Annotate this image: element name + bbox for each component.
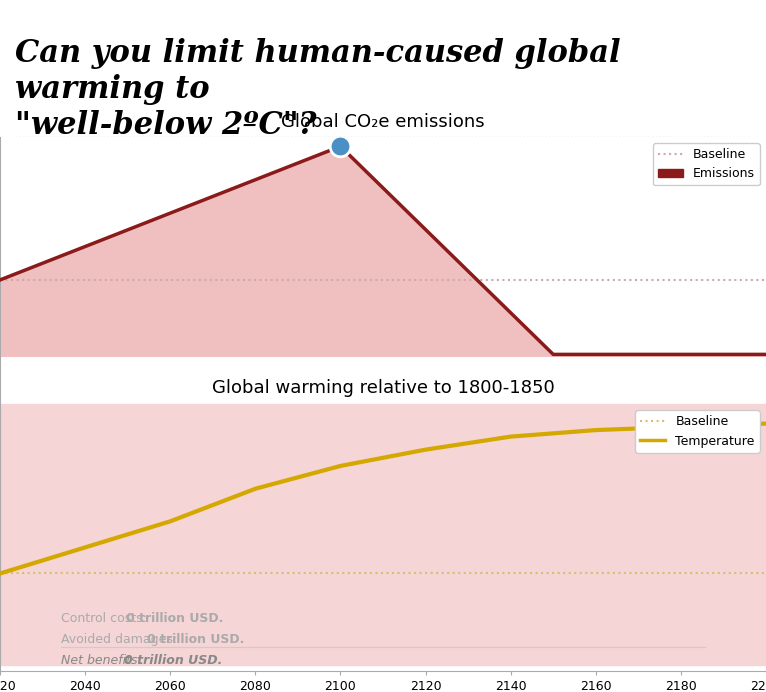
Text: 0 trillion USD.: 0 trillion USD.: [124, 654, 222, 667]
Text: Can you limit human-caused global warming to
"well-below 2ºC"?: Can you limit human-caused global warmin…: [15, 38, 621, 140]
Title: Global warming relative to 1800-1850: Global warming relative to 1800-1850: [211, 379, 555, 397]
Text: 0 trillion USD.: 0 trillion USD.: [147, 633, 244, 646]
Point: [334, 140, 346, 152]
Text: Global CO₂e emissions: Global CO₂e emissions: [281, 113, 485, 131]
Text: Control costs:: Control costs:: [61, 612, 151, 626]
Legend: Baseline, Temperature: Baseline, Temperature: [635, 410, 760, 453]
Legend: Baseline, Emissions: Baseline, Emissions: [653, 143, 760, 185]
Text: Avoided damages:: Avoided damages:: [61, 633, 182, 646]
Text: Net benefits:: Net benefits:: [61, 654, 146, 667]
Text: 0 trillion USD.: 0 trillion USD.: [126, 612, 224, 626]
